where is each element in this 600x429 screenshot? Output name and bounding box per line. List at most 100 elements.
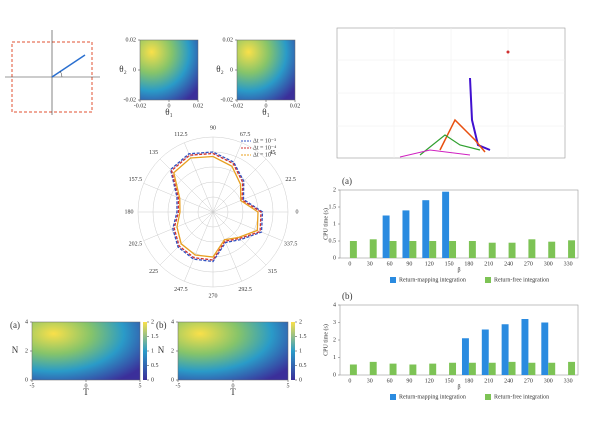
bar	[349, 364, 357, 375]
bar	[468, 241, 476, 258]
y-tick-label: 4	[171, 319, 174, 325]
y-tick-label: 0.02	[126, 37, 137, 43]
polar-line	[170, 152, 262, 261]
bar	[369, 361, 377, 375]
legend-label: Δt = 10⁻³	[253, 138, 276, 144]
legend-label: Return-mapping integration	[399, 277, 466, 283]
y-tick-label: 2	[333, 187, 336, 193]
y-axis-label: θ₂	[119, 64, 126, 74]
bar	[409, 364, 417, 375]
bar	[429, 241, 437, 258]
theta-label: 202.5	[129, 242, 143, 248]
x-tick-label: 0	[265, 103, 268, 109]
x-tick-label: 120	[425, 261, 434, 267]
y-tick-label: 0.5	[329, 238, 337, 244]
theta-label: 292.5	[238, 287, 252, 293]
theta-label: 112.5	[174, 132, 187, 138]
bar	[442, 191, 450, 258]
x-axis-label: θ₁	[165, 107, 172, 117]
legend-label: Return-free integration	[494, 393, 549, 400]
y-tick-label: -0.02	[124, 97, 137, 103]
bar	[568, 240, 576, 258]
x-tick-label: 0	[85, 383, 88, 389]
colorbar-label: 1.5	[151, 334, 159, 340]
bar	[449, 362, 457, 375]
bar	[488, 362, 496, 375]
y-axis-label: N	[12, 345, 19, 355]
colorbar-label: 1	[151, 348, 154, 354]
theta-label: 22.5	[285, 177, 296, 183]
theta-label: 225	[149, 269, 158, 275]
heatmap-field	[236, 39, 296, 101]
theta-label: 90	[210, 125, 216, 131]
colorbar	[143, 322, 147, 380]
polar-line	[173, 155, 259, 258]
x-tick-label: 30	[367, 261, 373, 267]
y-tick-label: 0	[25, 377, 28, 383]
bar	[461, 338, 469, 375]
spoke	[184, 211, 214, 282]
bar	[389, 363, 397, 375]
colorbar-label: 0	[299, 377, 302, 383]
theta-label: 0	[296, 209, 299, 215]
y-axis-label: CPU time (s)	[322, 324, 329, 356]
spoke	[143, 211, 214, 241]
x-tick-label: 60	[387, 261, 393, 267]
y-tick-label: 3	[333, 320, 336, 326]
x-tick-label: 90	[406, 378, 412, 384]
theta-label: 270	[209, 293, 218, 299]
spoke	[212, 183, 283, 213]
bar	[449, 241, 457, 258]
x-tick-label: 0	[232, 383, 235, 389]
bar	[481, 329, 489, 375]
theta-label: 67.5	[240, 132, 251, 138]
spoke	[212, 158, 267, 213]
x-tick-label: 270	[524, 378, 533, 384]
panel-label: (a)	[342, 176, 352, 186]
x-axis-label: T	[83, 387, 89, 397]
y-tick-label: 1	[333, 221, 336, 227]
bar	[349, 241, 357, 258]
y-axis-label: CPU time (s)	[322, 208, 329, 240]
x-tick-label: 5	[139, 383, 142, 389]
x-tick-label: 300	[544, 378, 553, 384]
heatmap-field	[31, 321, 141, 381]
colorbar-label: 2	[151, 319, 154, 325]
panel-label: (a)	[10, 320, 20, 330]
bar	[389, 241, 397, 258]
y-tick-label: 4	[333, 302, 336, 308]
x-tick-label: -5	[176, 383, 181, 389]
x-tick-label: 300	[544, 261, 553, 267]
x-tick-label: 210	[484, 261, 493, 267]
y-tick-label: 0	[333, 255, 336, 261]
theta-label: 247.5	[174, 287, 188, 293]
legend-label: Δt = 10⁻⁴	[253, 145, 276, 151]
bar	[548, 362, 556, 375]
y-tick-label: 2	[171, 348, 174, 354]
y-axis-label: θ₂	[216, 64, 223, 74]
bar	[402, 210, 410, 258]
x-tick-label: 30	[367, 378, 373, 384]
x-tick-label: 0	[348, 261, 351, 267]
theta-label: 135	[149, 150, 158, 156]
x-tick-label: 60	[387, 378, 393, 384]
legend-swatch	[485, 394, 491, 400]
legend-label: Δt = 10⁻⁵	[253, 152, 276, 158]
legend-swatch	[390, 277, 396, 283]
bar	[528, 362, 536, 375]
x-tick-label: 150	[445, 261, 454, 267]
y-tick-label: 0	[230, 67, 233, 73]
x-tick-label: 240	[504, 378, 513, 384]
x-tick-label: -0.02	[134, 103, 147, 109]
x-tick-label: 210	[484, 378, 493, 384]
x-tick-label: 0	[348, 378, 351, 384]
theta-label: 180	[125, 209, 134, 215]
x-tick-label: 5	[287, 383, 290, 389]
x-tick-label: 240	[504, 261, 513, 267]
x-tick-label: 120	[425, 378, 434, 384]
y-tick-label: 1	[333, 355, 336, 361]
x-tick-label: 0	[168, 103, 171, 109]
bar	[548, 241, 556, 258]
colorbar-label: 0.5	[299, 363, 307, 369]
